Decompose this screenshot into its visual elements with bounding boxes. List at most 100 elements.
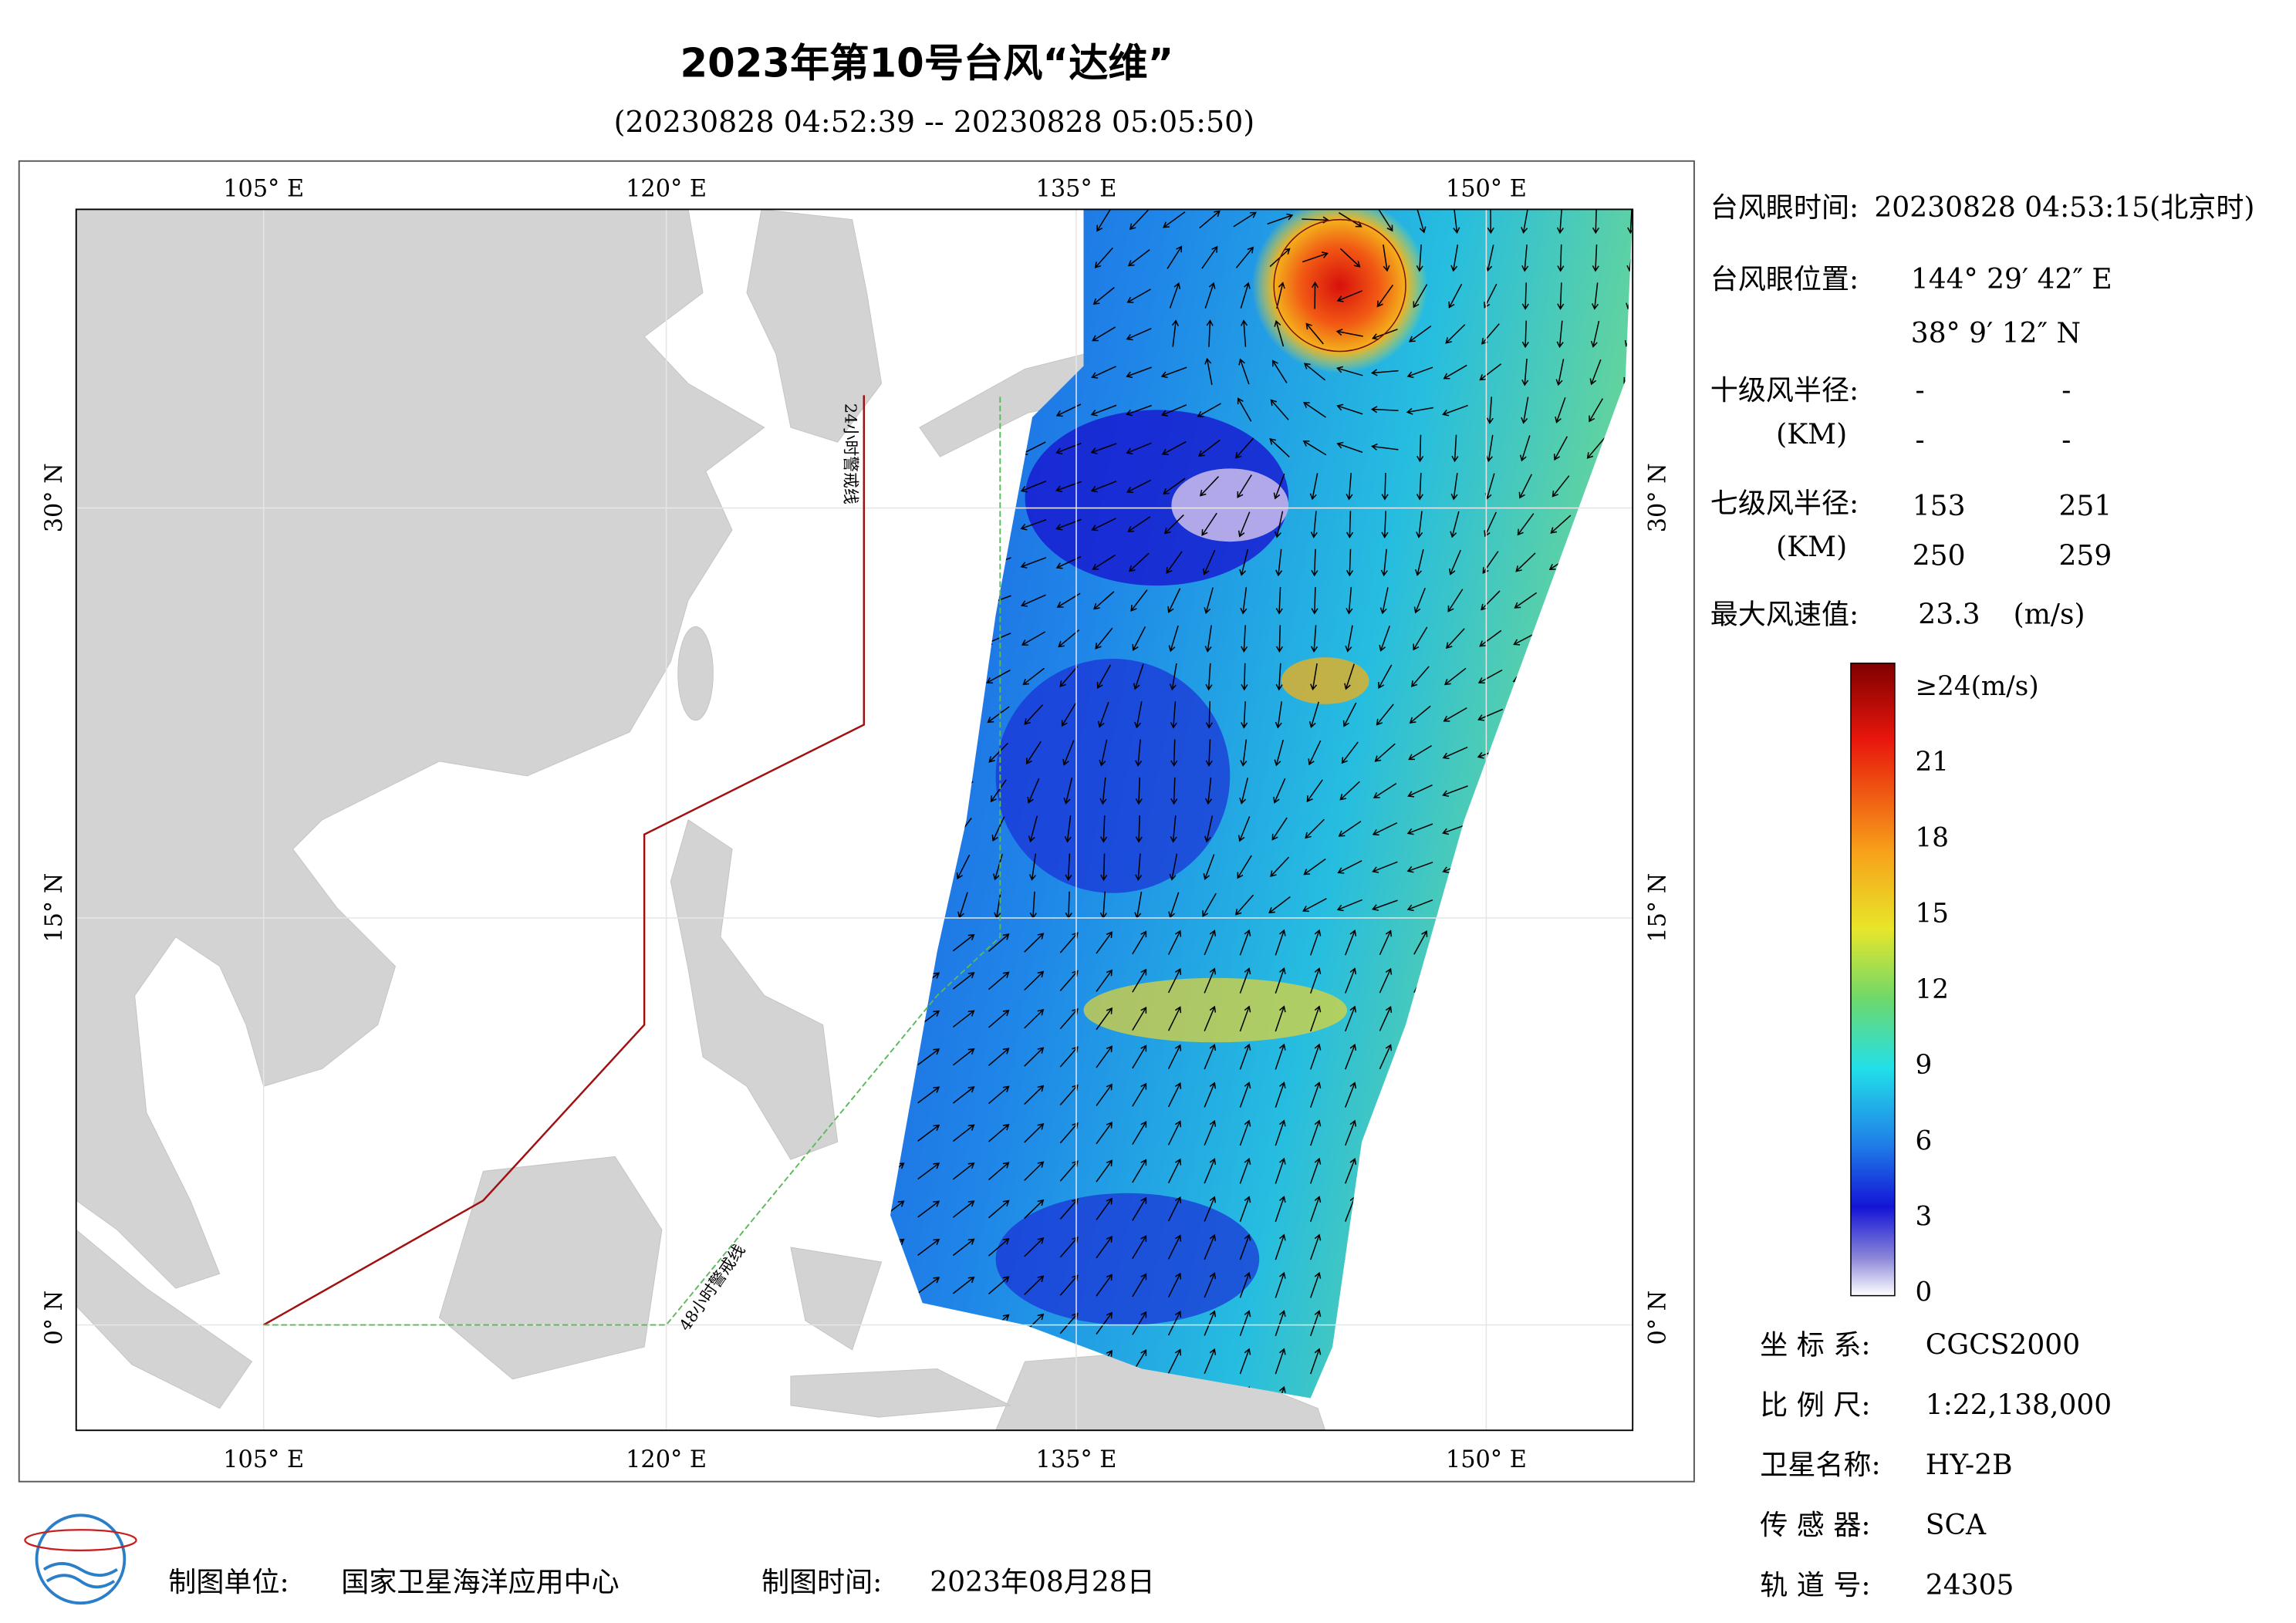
wind-arrow [1310,1310,1322,1337]
wind-arrow [1135,777,1143,805]
wind-arrow [1241,625,1248,653]
wind-arrow [1407,784,1433,798]
wind-arrow [1303,401,1326,418]
colorbar-label: 9 [1915,1050,1932,1081]
wind-arrow [1557,244,1565,272]
wind-arrow [1204,587,1214,615]
wind-arrow [1443,667,1467,686]
r10-value: - [2061,374,2071,407]
subtitle: (20230828 04:52:39 -- 20230828 05:05:50) [614,105,1254,139]
wind-arrow [952,1010,975,1028]
wind-arrow [1479,363,1502,381]
wind-arrow [1167,588,1181,613]
wind-arrow [1556,320,1564,349]
wind-arrow [1346,473,1353,501]
wind-arrow [1098,701,1109,728]
wind-arrow [952,1162,975,1180]
wind-arrow [1028,815,1038,843]
wind-arrow [1170,739,1178,768]
wind-arrow [952,933,975,952]
wind-arrow [1096,931,1113,954]
wind-arrow [1059,970,1079,991]
wind-arrow [1310,1081,1322,1108]
wind-arrow [1135,853,1143,882]
wind-arrow [1302,440,1327,456]
wind-arrow [1166,551,1183,574]
wind-arrow [1309,473,1319,501]
wind-arrow [1310,1119,1322,1146]
wind-arrow [1237,816,1251,842]
wind-arrow [1126,404,1152,417]
map: 24小时警戒线 48小时警戒线 [76,209,1633,1431]
wind-arrow [952,1238,975,1257]
colorbar-label: 21 [1915,747,1948,778]
wind-arrow [1521,396,1529,424]
wind-arrow [1517,513,1535,536]
wind-arrow [1167,1006,1182,1031]
wind-arrow [1167,1348,1182,1374]
wind-arrow [1028,853,1037,881]
colorbar-label: 0 [1915,1277,1932,1308]
wind-arrow [1024,970,1045,991]
wind-arrow [1167,1081,1182,1108]
r7-value: 153 [1913,490,1966,522]
wind-arrow [917,1162,940,1180]
wind-arrow [1021,631,1046,646]
lon-label: 135° E [1036,1446,1117,1473]
wind-arrow [1132,1044,1147,1069]
wind-arrow [1406,823,1433,835]
wind-arrow [1024,1199,1045,1220]
wind-arrow [1024,1123,1045,1143]
wind-arrow [1442,746,1468,760]
meta-label: 坐 标 系: [1760,1329,1870,1361]
eye-lon: 144° 29′ 42″ E [1911,263,2112,295]
wind-arrow [1238,358,1250,385]
wind-arrow [1161,441,1187,455]
wind-arrow [1310,663,1318,691]
wind-arrow [1590,320,1600,348]
wind-arrow [1204,1196,1217,1222]
wind-arrow [1413,930,1428,955]
wind-arrow [1234,437,1254,459]
frame [18,160,1695,1483]
wind-arrow [1096,209,1112,232]
wind-arrow [1203,854,1215,880]
wind-arrow [1203,549,1216,575]
wind-arrow [1276,282,1285,309]
wind-arrow [1374,743,1396,762]
wind-arrow [1130,589,1148,612]
wind-arrow [1372,861,1398,873]
wind-arrow [1099,777,1107,805]
wind-arrow [1160,366,1187,379]
wind-arrow [1170,815,1177,843]
wind-arrow [1197,403,1221,417]
wind-arrow [1376,704,1394,726]
meta-value: SCA [1926,1509,1987,1541]
wind-arrow [1240,587,1248,615]
wind-arrow [1521,320,1529,349]
wind-arrow [1240,282,1251,309]
wind-arrow [1205,701,1213,729]
wind-arrow [1409,326,1432,342]
warning-line-24h [263,395,866,1326]
wind-arrow [1310,1005,1322,1032]
wind-arrow [1591,282,1599,310]
wind-arrow [1268,896,1291,914]
r7-value: 259 [2058,540,2112,572]
wind-arrow [1099,739,1108,767]
meta-label: 卫星名称: [1760,1449,1880,1481]
wind-arrow [1550,515,1572,534]
wind-arrow [1239,1043,1251,1070]
wind-arrow [1274,739,1284,767]
wind-arrow [1275,1196,1286,1223]
wind-arrow [1059,1007,1079,1030]
wind-arrow [1379,626,1390,652]
wind-arrow [1371,899,1398,911]
wind-arrow [1310,511,1318,538]
wind-arrow [1059,666,1079,687]
wind-arrow [1237,511,1251,538]
wind-arrow [1311,281,1319,309]
max-wind: 23.3 [1918,599,1980,631]
wind-arrow [1275,1310,1286,1337]
wind-arrow [1167,967,1182,994]
